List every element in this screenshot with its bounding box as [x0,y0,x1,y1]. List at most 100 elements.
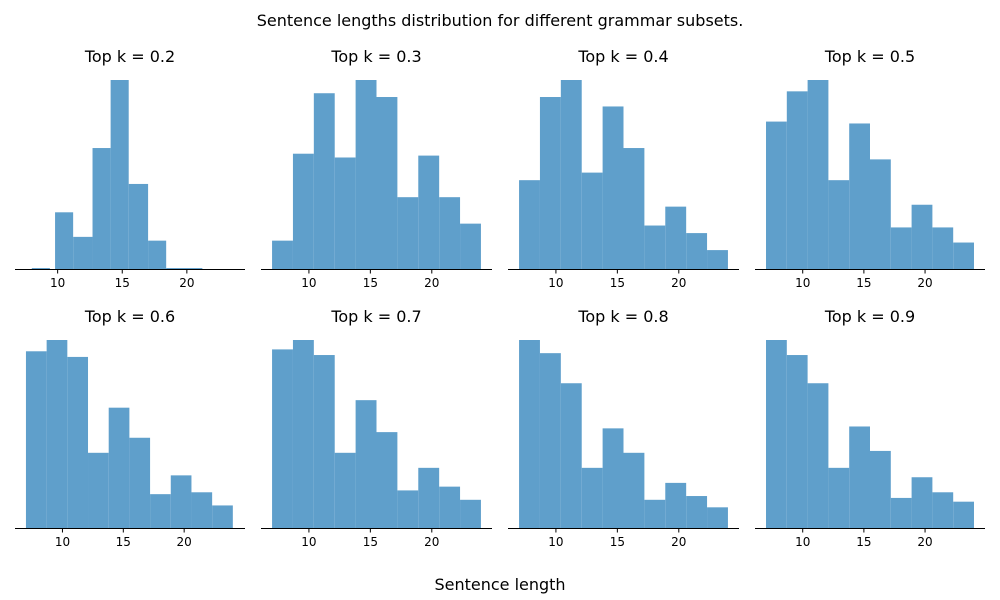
subplot-title: Top k = 0.6 [84,307,175,326]
x-tick-label: 20 [917,276,932,290]
histogram-bar [786,91,808,269]
histogram-bar [686,496,708,528]
histogram-bar [539,97,561,269]
x-tick-label: 15 [116,535,131,549]
histogram-bar [92,148,111,269]
subplot-title: Top k = 0.8 [577,307,668,326]
histogram-bar [25,351,47,528]
x-tick-label: 15 [610,535,625,549]
histogram-bar [313,355,335,528]
histogram-bar [73,236,93,269]
histogram-bar [460,499,481,528]
histogram-bar [686,233,708,269]
x-tick-label: 10 [548,535,563,549]
histogram-bar [602,106,624,270]
histogram-bar [418,155,440,269]
histogram-bar [397,490,419,528]
histogram-bar [849,123,870,269]
histogram-bar [272,349,293,528]
histogram-bar [786,355,808,528]
x-tick-label: 15 [363,276,378,290]
histogram-bar [439,486,461,528]
histogram-bar [355,80,377,269]
x-tick-label: 20 [424,276,439,290]
histogram-bar [870,450,891,528]
x-tick-label: 10 [50,276,65,290]
x-tick-label: 10 [55,535,70,549]
histogram-bar [539,353,561,528]
x-tick-label: 10 [548,276,563,290]
x-tick-label: 20 [424,535,439,549]
histogram-bar [828,467,850,528]
histogram-bar [397,197,419,269]
figure-title: Sentence lengths distribution for differ… [257,11,744,30]
histogram-bar [334,157,356,269]
subplot-title: Top k = 0.2 [84,47,175,66]
histogram-bar [355,400,377,528]
histogram-bar [890,227,912,269]
histogram-bar [148,240,167,269]
histogram-bar [766,121,787,269]
histogram-bar [46,340,68,528]
x-tick-label: 15 [115,276,130,290]
x-tick-label: 15 [610,276,625,290]
histogram-bar [313,93,335,269]
histogram-panel: Top k = 0.2 10 15 20 [15,47,245,290]
histogram-bar [110,80,129,269]
histogram-bar [292,153,314,269]
histogram-bar [932,492,954,528]
histogram-bar [707,507,728,528]
histogram-bar [828,180,850,269]
x-tick-label: 10 [795,276,810,290]
histogram-bar [88,452,109,528]
histogram-bar [519,180,540,269]
histogram-bar [644,499,666,528]
histogram-bar [665,206,687,269]
x-tick-label: 15 [363,535,378,549]
histogram-bar [67,356,89,528]
histogram-bar [418,467,440,528]
histogram-bar [707,250,728,269]
histogram-bar [807,383,829,528]
histogram-panel: Top k = 0.8 10 15 20 [508,307,739,549]
subplot-title: Top k = 0.3 [330,47,421,66]
histogram-bar [191,492,213,528]
histogram-bar [150,494,171,528]
subplot-title: Top k = 0.7 [330,307,421,326]
histogram-bar [665,482,687,528]
subplot-title: Top k = 0.5 [824,47,915,66]
x-tick-label: 15 [856,535,871,549]
histogram-bar [581,172,603,269]
histogram-panel: Top k = 0.6 10 15 20 [15,307,245,549]
histogram-bar [807,80,829,269]
histogram-bar [560,383,582,528]
histogram-bar [890,497,912,528]
histogram-bar [932,227,954,269]
histogram-bar [560,80,582,269]
x-tick-label: 15 [856,276,871,290]
histogram-bar [623,148,645,269]
histogram-bar [334,452,356,528]
x-tick-label: 20 [179,276,194,290]
histogram-bar [272,240,293,269]
histogram-bar [166,268,203,269]
histogram-panel: Top k = 0.7 10 15 20 [261,307,492,549]
x-tick-label: 10 [301,535,316,549]
shared-x-axis-label: Sentence length [434,575,565,594]
histogram-bar [519,340,540,528]
histogram-bar [108,407,130,528]
histogram-bar [953,242,974,269]
histogram-bar [31,268,50,269]
histogram-panel: Top k = 0.4 10 15 20 [508,47,739,290]
histogram-bar [644,225,666,269]
histogram-bar [602,428,624,528]
histogram-bar [292,340,314,528]
histogram-bar [953,501,974,528]
histogram-bar [170,475,192,528]
subplot-title: Top k = 0.9 [824,307,915,326]
histogram-bar [129,437,151,528]
histogram-panel: Top k = 0.3 10 15 20 [261,47,492,290]
x-tick-label: 10 [301,276,316,290]
